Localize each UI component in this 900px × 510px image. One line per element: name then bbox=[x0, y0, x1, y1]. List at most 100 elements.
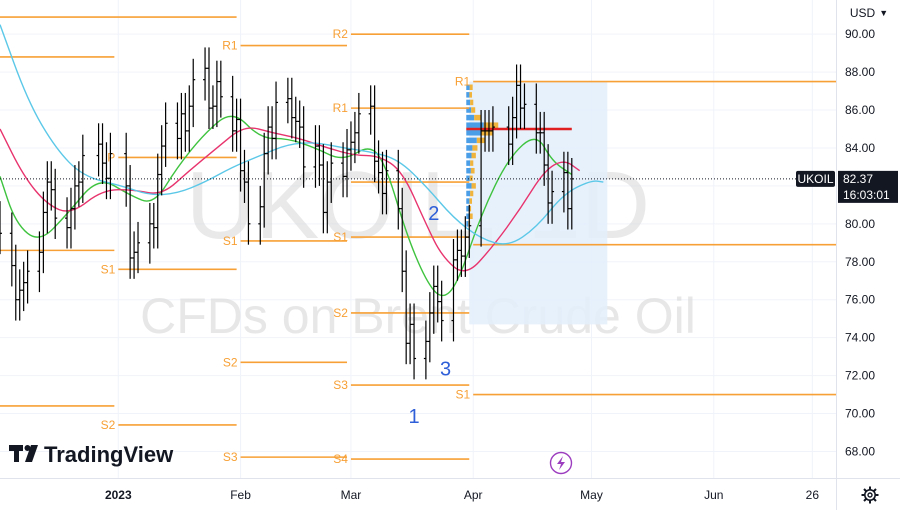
volume-profile bbox=[466, 81, 608, 325]
pivot-level-label: R1 bbox=[455, 75, 471, 89]
volume-profile-bar bbox=[466, 99, 471, 106]
volume-profile-bar bbox=[471, 107, 476, 113]
volume-profile-bar bbox=[466, 160, 471, 166]
pivot-level-label: S3 bbox=[223, 450, 238, 464]
wave-label: 1 bbox=[408, 406, 419, 428]
volume-profile-bar bbox=[466, 137, 477, 144]
price-tick-label: 68.00 bbox=[845, 444, 875, 458]
moving-average-line-2 bbox=[0, 127, 581, 272]
price-tag-box bbox=[838, 170, 898, 203]
price-tick-label: 80.00 bbox=[845, 217, 875, 231]
volume-profile-bar bbox=[466, 152, 472, 159]
watermark-description: CFDs on Brent Crude Oil bbox=[140, 288, 696, 344]
volume-profile-bar bbox=[469, 213, 473, 219]
pivot-level-label: S2 bbox=[101, 418, 116, 432]
logo-mark-slash bbox=[25, 445, 38, 462]
price-tick-label: 74.00 bbox=[845, 331, 875, 345]
currency-select[interactable]: USD ▼ bbox=[838, 2, 900, 24]
volume-profile-bar bbox=[466, 213, 470, 219]
time-tick-label: Jun bbox=[704, 488, 723, 502]
symbol-tag: UKOIL bbox=[797, 172, 833, 186]
volume-profile-bar bbox=[470, 99, 474, 106]
pivot-level-label: S1 bbox=[456, 388, 471, 402]
volume-profile-bar bbox=[468, 205, 472, 212]
price-tick-label: 88.00 bbox=[845, 65, 875, 79]
pivot-level-label: R1 bbox=[333, 101, 349, 115]
symbol-watermark: UKOIL, 1D CFDs on Brent Crude Oil bbox=[140, 152, 696, 344]
current-price-label: 82.37 bbox=[843, 172, 873, 186]
volume-profile-bar bbox=[466, 198, 470, 204]
wave-label: 2 bbox=[428, 203, 439, 225]
time-axis-bg bbox=[0, 478, 900, 510]
pivot-level-label: S1 bbox=[101, 262, 116, 276]
volume-profile-bar bbox=[466, 92, 470, 98]
pivot-level-label: S1 bbox=[223, 234, 238, 248]
time-tick-label: 26 bbox=[806, 488, 820, 502]
price-tick-label: 70.00 bbox=[845, 407, 875, 421]
price-tick-label: 72.00 bbox=[845, 369, 875, 383]
volume-profile-bar bbox=[466, 190, 471, 197]
price-tick-label: 86.00 bbox=[845, 103, 875, 117]
volume-profile-bar bbox=[469, 175, 473, 182]
volume-profile-bar bbox=[483, 122, 499, 128]
moving-average-line-3 bbox=[0, 24, 604, 245]
logo-mark-dot bbox=[24, 445, 31, 451]
volume-profile-bar bbox=[470, 167, 475, 174]
volume-profile-bar bbox=[472, 145, 478, 151]
pivot-level-label: S4 bbox=[333, 452, 348, 466]
volume-profile-bar bbox=[470, 190, 474, 197]
price-tick-label: 76.00 bbox=[845, 293, 875, 307]
price-axis[interactable]: 90.0088.0086.0084.0082.0080.0078.0076.00… bbox=[845, 27, 875, 458]
volume-profile-bar bbox=[466, 175, 470, 182]
price-tick-label: 78.00 bbox=[845, 255, 875, 269]
time-tick-label: Mar bbox=[341, 488, 362, 502]
value-area-box bbox=[469, 81, 608, 325]
time-tick-label: May bbox=[580, 488, 603, 502]
pivot-level-label: R2 bbox=[333, 27, 349, 41]
pivot-level-label: R1 bbox=[222, 39, 238, 53]
volume-profile-bar bbox=[474, 114, 481, 121]
volume-profile-bar bbox=[466, 84, 470, 91]
ohlc-bars bbox=[0, 47, 574, 380]
chevron-down-icon: ▼ bbox=[879, 8, 889, 18]
volume-profile-bar bbox=[466, 221, 469, 227]
pivot-level-label: P bbox=[107, 150, 115, 164]
pivot-level-label: S3 bbox=[333, 378, 348, 392]
price-tick-label: 84.00 bbox=[845, 141, 875, 155]
volume-profile-bar bbox=[469, 92, 473, 98]
pivot-level-label: S2 bbox=[223, 355, 238, 369]
current-price-tag: UKOIL 82.37 16:03:01 bbox=[796, 170, 898, 203]
gear-icon bbox=[861, 486, 879, 504]
brand-name: TradingView bbox=[44, 442, 174, 467]
wave-annotations: 1 2 3 bbox=[408, 203, 451, 428]
volume-profile-bar bbox=[481, 130, 494, 136]
flash-button[interactable] bbox=[549, 451, 573, 475]
pivot-levels: R1R1R2R1R1PS1S1S1S1S2S2S3S1S2S3S4 bbox=[0, 16, 836, 466]
time-axis[interactable]: 2023 Feb Mar Apr May Jun 26 bbox=[105, 488, 819, 502]
chart-settings-button[interactable] bbox=[857, 483, 883, 507]
volume-profile-bar bbox=[470, 160, 474, 166]
time-tick-label: Feb bbox=[230, 488, 251, 502]
time-tick-label: Apr bbox=[464, 488, 483, 502]
time-tick-label: 2023 bbox=[105, 488, 132, 502]
volume-profile-bar bbox=[466, 122, 484, 128]
volume-profile-bar bbox=[471, 152, 476, 159]
volume-profile-bar bbox=[466, 167, 471, 174]
logo-mark-stem bbox=[14, 445, 19, 462]
pivot-level-label: S1 bbox=[333, 230, 348, 244]
lightning-icon bbox=[557, 456, 565, 470]
volume-profile-bar bbox=[471, 183, 476, 189]
volume-profile-bar bbox=[466, 130, 482, 136]
pivot-level-label: S2 bbox=[333, 306, 348, 320]
tradingview-logo[interactable]: TradingView bbox=[9, 442, 174, 467]
chart-grid bbox=[0, 0, 836, 478]
volume-profile-bar bbox=[469, 84, 473, 91]
volume-profile-bar bbox=[466, 205, 469, 212]
price-axis-bg bbox=[836, 0, 900, 478]
price-tick-label: 90.00 bbox=[845, 27, 875, 41]
currency-label: USD bbox=[849, 6, 876, 20]
volume-profile-bar bbox=[466, 145, 473, 151]
volume-profile-bar bbox=[469, 198, 473, 204]
symbol-tag-box bbox=[796, 170, 835, 187]
